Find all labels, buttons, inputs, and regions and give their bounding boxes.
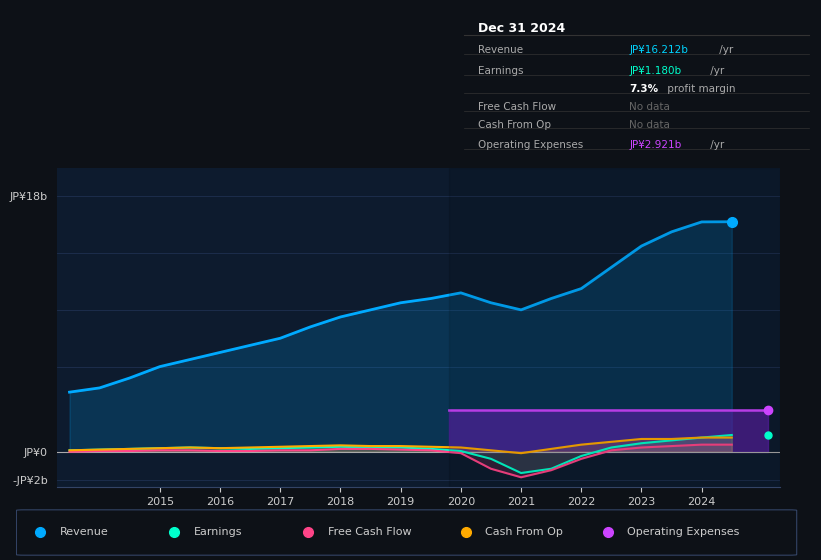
Text: profit margin: profit margin <box>664 84 736 94</box>
Text: JP¥1.180b: JP¥1.180b <box>630 66 681 76</box>
Bar <box>449 168 780 487</box>
Text: /yr: /yr <box>716 45 733 55</box>
Text: Free Cash Flow: Free Cash Flow <box>328 527 411 537</box>
Text: JP¥16.212b: JP¥16.212b <box>630 45 688 55</box>
Text: Earnings: Earnings <box>478 66 523 76</box>
Text: No data: No data <box>630 119 670 129</box>
Text: Revenue: Revenue <box>478 45 523 55</box>
Text: Dec 31 2024: Dec 31 2024 <box>478 22 565 35</box>
Text: JP¥2.921b: JP¥2.921b <box>630 141 681 150</box>
Text: /yr: /yr <box>707 66 724 76</box>
Text: No data: No data <box>630 102 670 112</box>
Text: Cash From Op: Cash From Op <box>485 527 563 537</box>
Text: /yr: /yr <box>707 141 724 150</box>
Text: Operating Expenses: Operating Expenses <box>627 527 740 537</box>
Text: Earnings: Earnings <box>194 527 242 537</box>
Text: Cash From Op: Cash From Op <box>478 119 551 129</box>
Polygon shape <box>449 410 768 452</box>
Text: 7.3%: 7.3% <box>630 84 658 94</box>
Text: Operating Expenses: Operating Expenses <box>478 141 583 150</box>
Text: Free Cash Flow: Free Cash Flow <box>478 102 556 112</box>
Text: Revenue: Revenue <box>60 527 108 537</box>
